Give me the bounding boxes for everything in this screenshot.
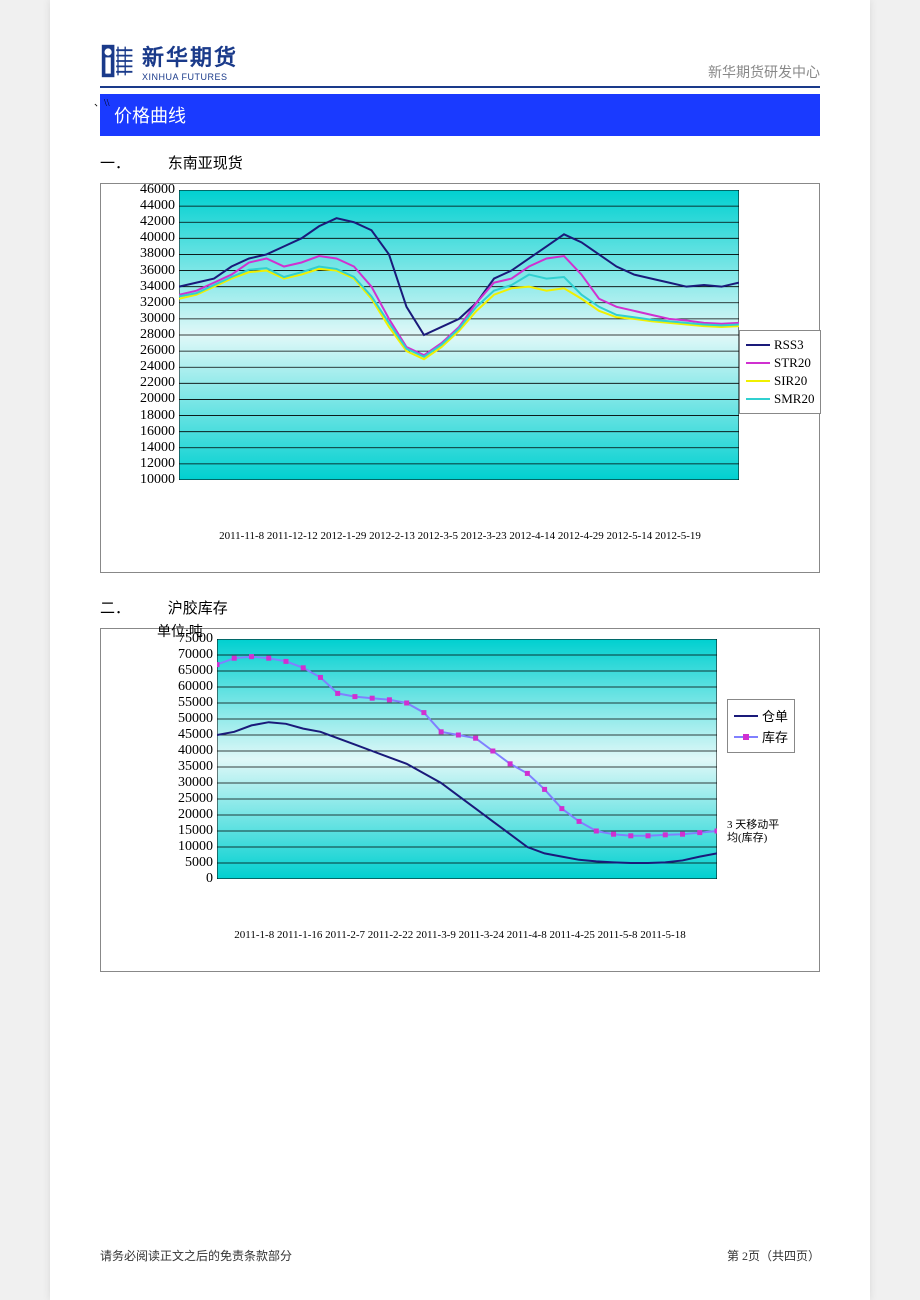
legend-label: RSS3 <box>774 337 804 353</box>
footer-disclaimer: 请务必阅读正文之后的免责条款部分 <box>100 1247 292 1264</box>
legend-item: RSS3 <box>746 337 814 353</box>
logo-en: XINHUA FUTURES <box>142 72 238 82</box>
ytick-label: 28000 <box>140 327 175 343</box>
ytick-label: 44000 <box>140 198 175 214</box>
legend-item: 库存 <box>734 727 788 746</box>
legend-item: SMR20 <box>746 391 814 407</box>
document-page: 新华期货 XINHUA FUTURES 新华期货研发中心 、\\ 价格曲线 一．… <box>50 0 870 1300</box>
page-header: 新华期货 XINHUA FUTURES 新华期货研发中心 <box>100 40 820 88</box>
logo: 新华期货 XINHUA FUTURES <box>100 40 238 82</box>
section1-label: 一． 东南亚现货 <box>100 152 820 173</box>
chart2-plot: 0500010000150002000025000300003500040000… <box>217 639 717 879</box>
ytick-label: 0 <box>206 871 213 887</box>
ytick-label: 45000 <box>178 727 213 743</box>
unit-label: 单位:吨 <box>157 621 203 641</box>
title-bar: 、\\ 价格曲线 <box>100 94 820 136</box>
ytick-label: 60000 <box>178 679 213 695</box>
section1-title: 东南亚现货 <box>168 156 243 172</box>
ytick-label: 10000 <box>140 472 175 488</box>
chart1-xaxis: 2011-11-8 2011-12-12 2012-1-29 2012-2-13… <box>107 530 813 542</box>
section2-label: 二． 沪胶库存 <box>100 597 820 618</box>
ytick-label: 40000 <box>178 743 213 759</box>
chart-legend: RSS3 STR20 SIR20 SMR20 <box>739 330 821 414</box>
ytick-label: 10000 <box>178 839 213 855</box>
section2-title: 沪胶库存 <box>168 601 228 617</box>
chart2-container: 0500010000150002000025000300003500040000… <box>100 628 820 972</box>
ytick-label: 25000 <box>178 791 213 807</box>
legend-label: SMR20 <box>774 391 814 407</box>
ytick-label: 34000 <box>140 279 175 295</box>
chart1-container: 1000012000140001600018000200002200024000… <box>100 183 820 573</box>
legend-label: 仓单 <box>762 706 788 725</box>
logo-icon <box>100 43 136 79</box>
ytick-label: 30000 <box>178 775 213 791</box>
ytick-label: 18000 <box>140 408 175 424</box>
legend-item: STR20 <box>746 355 814 371</box>
chart-legend: 仓单库存 <box>727 699 795 753</box>
title-accent: 、\\ <box>94 94 110 109</box>
ytick-label: 38000 <box>140 246 175 262</box>
title-text: 价格曲线 <box>114 106 186 126</box>
ytick-label: 14000 <box>140 440 175 456</box>
chart1-plot: 1000012000140001600018000200002200024000… <box>179 190 739 480</box>
legend-label: 库存 <box>762 727 788 746</box>
legend-label: SIR20 <box>774 373 807 389</box>
logo-text: 新华期货 XINHUA FUTURES <box>142 40 238 82</box>
ytick-label: 12000 <box>140 456 175 472</box>
ytick-label: 20000 <box>140 391 175 407</box>
header-subtitle: 新华期货研发中心 <box>708 62 820 82</box>
ytick-label: 42000 <box>140 214 175 230</box>
section1-num: 一． <box>100 152 164 173</box>
ytick-label: 40000 <box>140 230 175 246</box>
ytick-label: 35000 <box>178 759 213 775</box>
ytick-label: 65000 <box>178 663 213 679</box>
ytick-label: 36000 <box>140 263 175 279</box>
page-footer: 请务必阅读正文之后的免责条款部分 第 2页（共四页） <box>100 1247 820 1264</box>
ytick-label: 46000 <box>140 182 175 198</box>
section2-num: 二． <box>100 597 164 618</box>
ytick-label: 32000 <box>140 295 175 311</box>
chart2-xaxis: 2011-1-8 2011-1-16 2011-2-7 2011-2-22 20… <box>107 929 813 941</box>
ytick-label: 15000 <box>178 823 213 839</box>
ytick-label: 70000 <box>178 647 213 663</box>
extra-legend-text: 3 天移动平均(库存) <box>727 819 787 845</box>
ytick-label: 50000 <box>178 711 213 727</box>
ytick-label: 16000 <box>140 424 175 440</box>
legend-label: STR20 <box>774 355 811 371</box>
footer-page-number: 第 2页（共四页） <box>727 1247 820 1264</box>
ytick-label: 22000 <box>140 375 175 391</box>
ytick-label: 26000 <box>140 343 175 359</box>
ytick-label: 20000 <box>178 807 213 823</box>
ytick-label: 30000 <box>140 311 175 327</box>
ytick-label: 5000 <box>185 855 213 871</box>
ytick-label: 24000 <box>140 359 175 375</box>
logo-cn: 新华期货 <box>142 40 238 72</box>
ytick-label: 55000 <box>178 695 213 711</box>
legend-item: 仓单 <box>734 706 788 725</box>
legend-item: SIR20 <box>746 373 814 389</box>
